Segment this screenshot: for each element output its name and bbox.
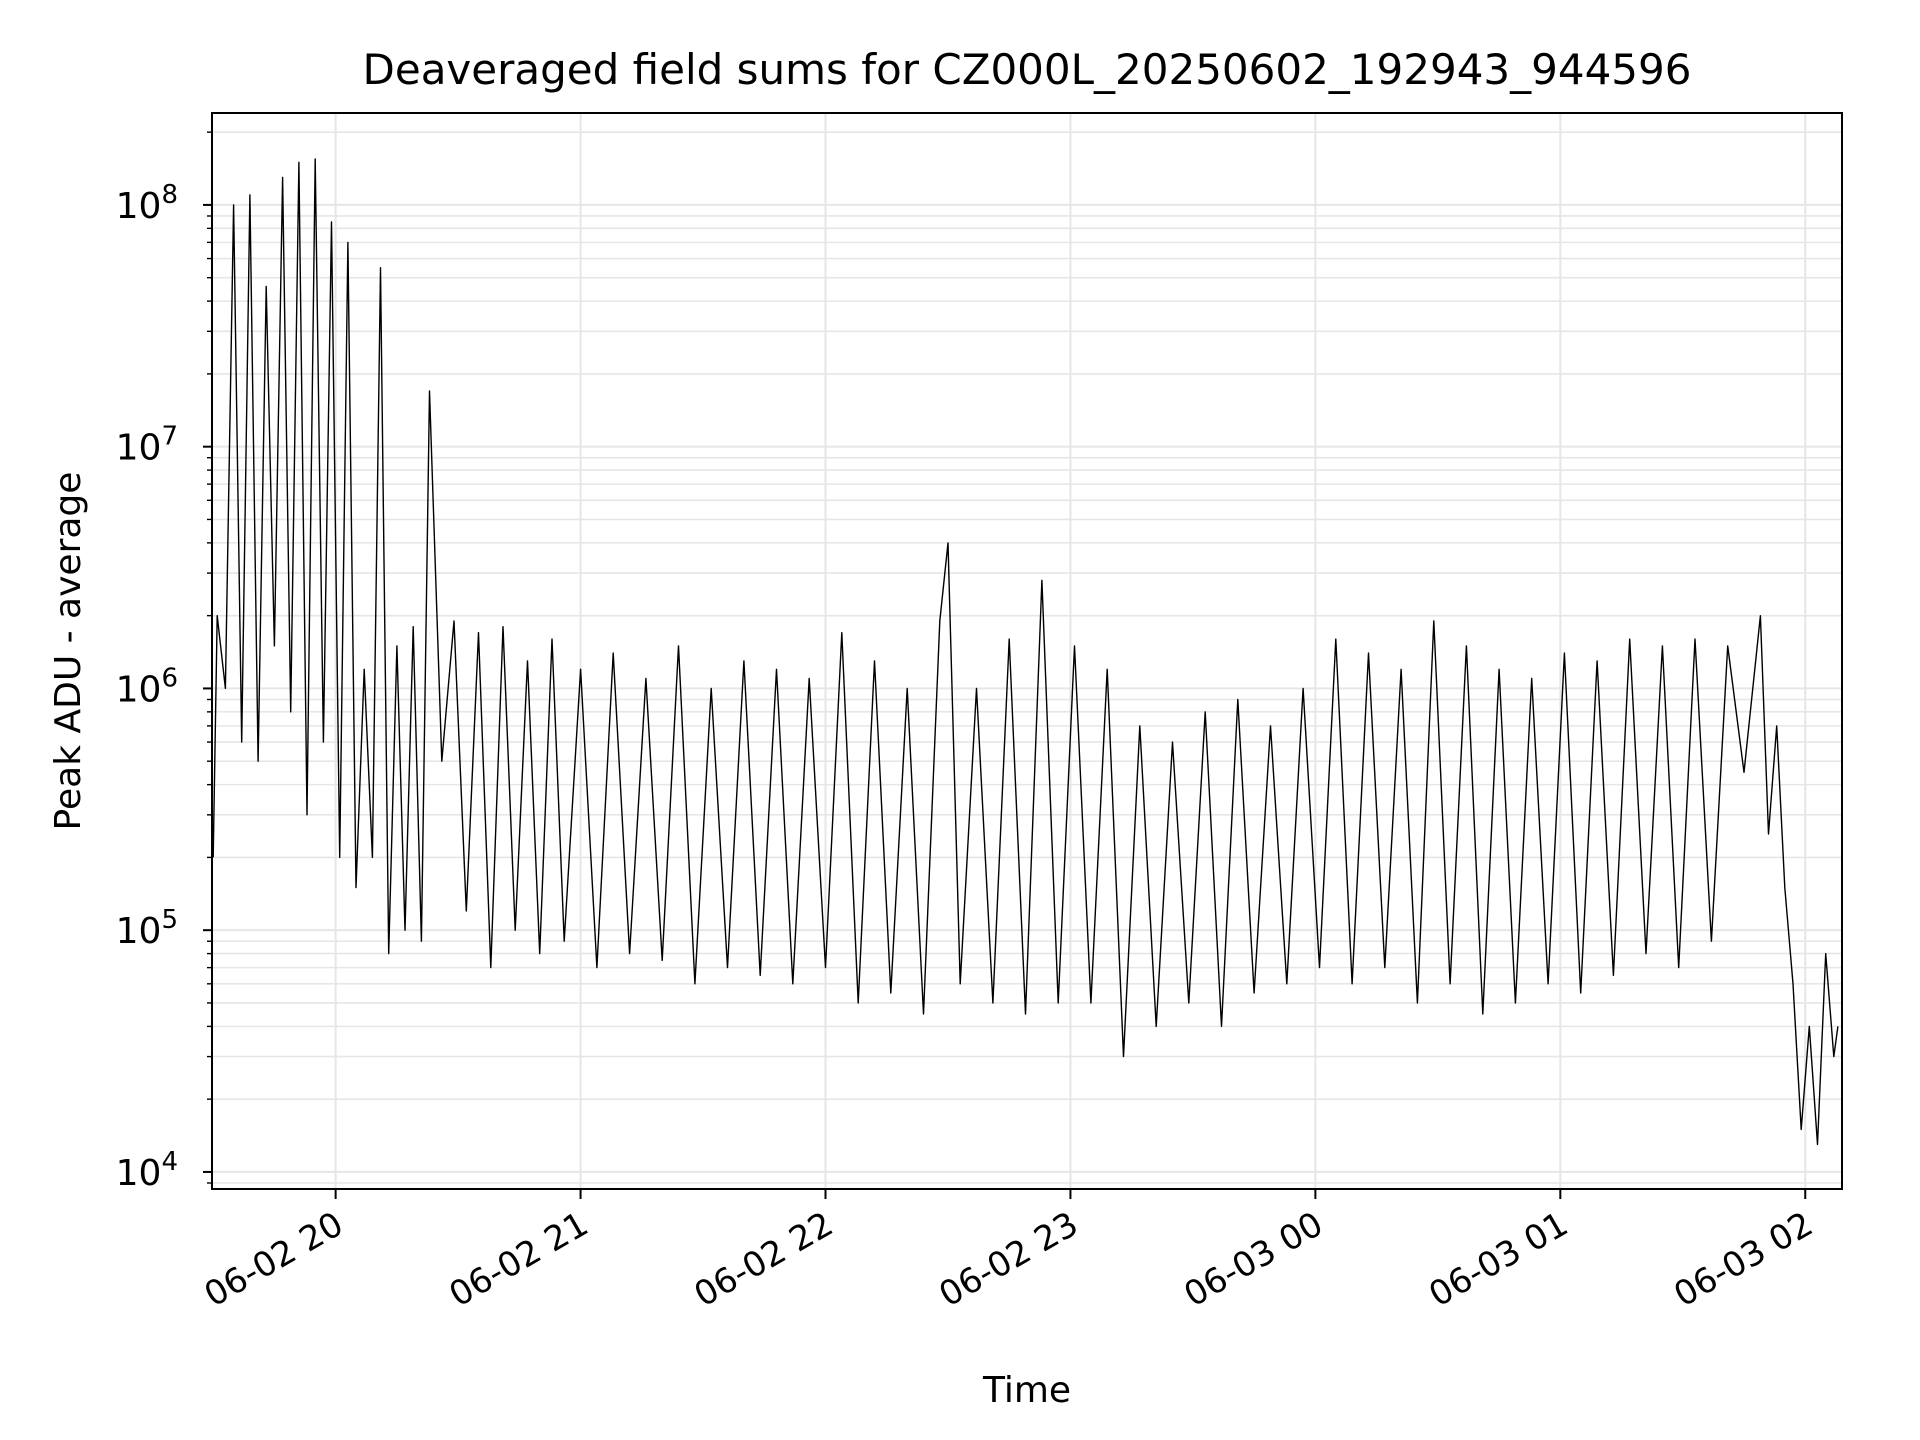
y-axis-label: Peak ADU - average xyxy=(48,472,89,831)
y-tick-label: 104 xyxy=(116,1147,178,1194)
plot-frame xyxy=(211,112,1843,1190)
chart-title: Deaveraged field sums for CZ000L_2025060… xyxy=(363,45,1692,94)
y-tick-label: 105 xyxy=(116,905,178,952)
series-line xyxy=(212,158,1839,1146)
y-tick-label: 108 xyxy=(116,180,178,227)
x-axis-label: Time xyxy=(982,1370,1071,1411)
y-tick-label: 106 xyxy=(116,663,178,710)
grid-lines xyxy=(212,113,1842,1189)
data-line xyxy=(212,158,1839,1146)
y-tick-label: 107 xyxy=(116,422,178,469)
